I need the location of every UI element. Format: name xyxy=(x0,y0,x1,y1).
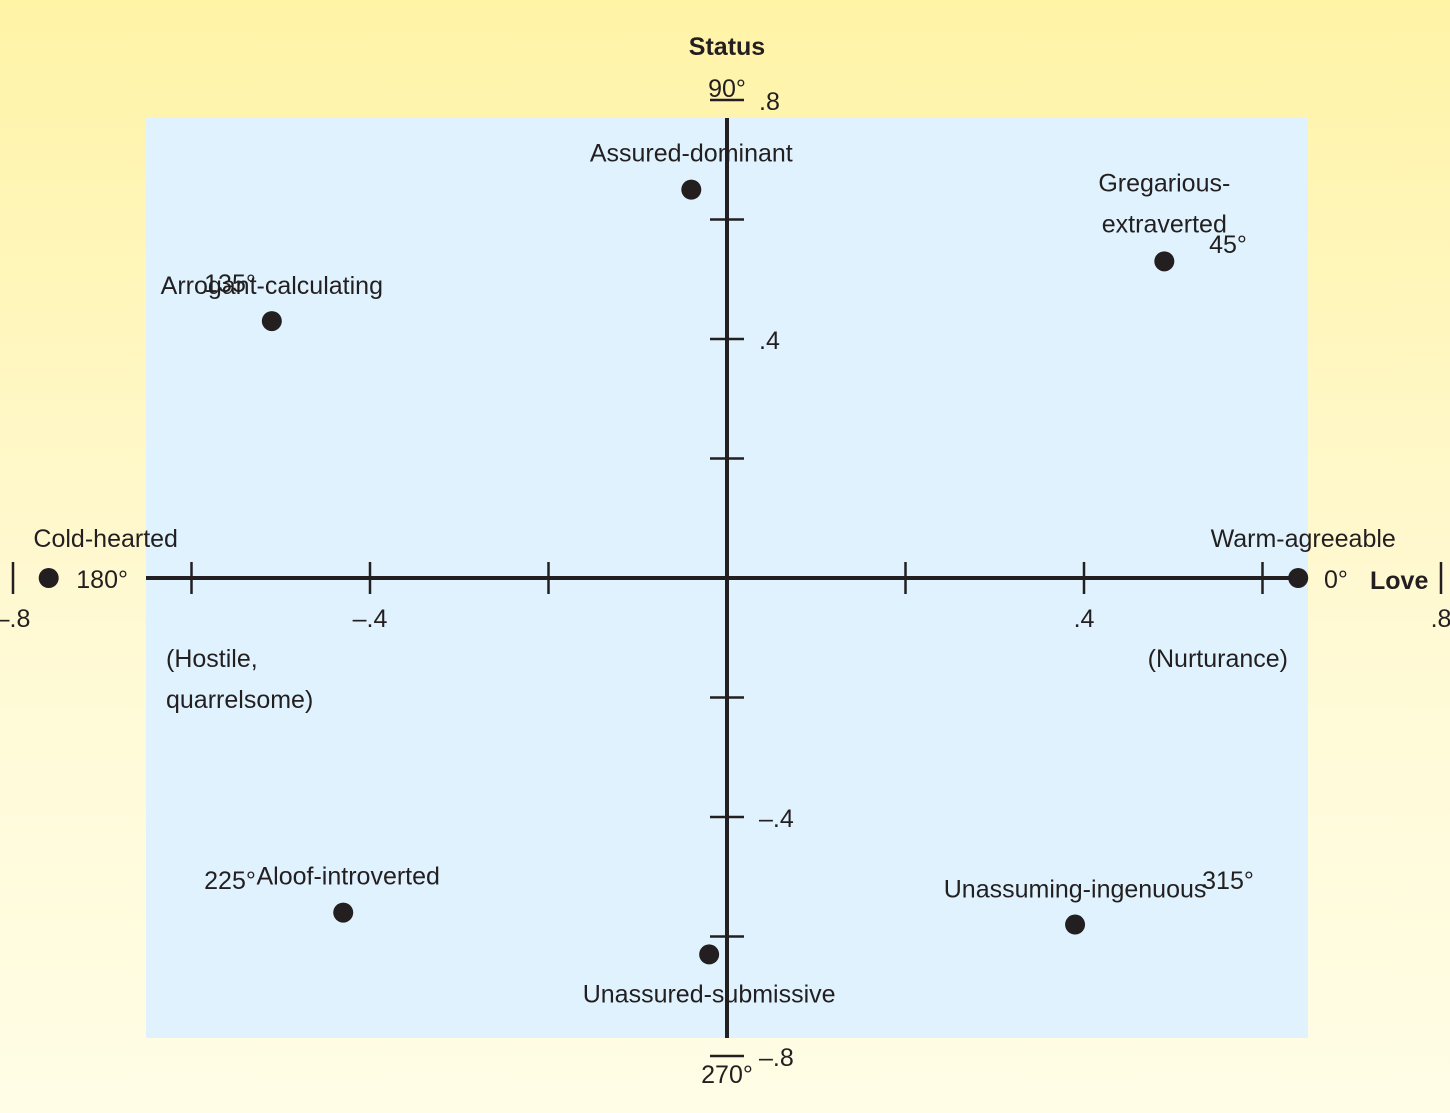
data-point-label: Gregarious- xyxy=(1098,169,1230,197)
angle-label-lower-left: 225° xyxy=(204,867,256,895)
x-tick-label: .8 xyxy=(1431,605,1450,633)
pole-note-left-line2: quarrelsome) xyxy=(166,686,313,714)
data-point xyxy=(38,568,59,588)
y-tick-label: .8 xyxy=(759,88,780,116)
angle-label-bottom: 270° xyxy=(701,1061,753,1089)
data-point-label: Warm-agreeable xyxy=(1211,525,1396,553)
data-point-label: extraverted xyxy=(1102,210,1227,238)
y-tick-label: .4 xyxy=(759,327,780,355)
data-point-label: Assured-dominant xyxy=(590,140,793,168)
x-tick-label: .4 xyxy=(1074,605,1095,633)
y-tick-label: –.8 xyxy=(759,1044,794,1072)
angle-label-upper-right: 45° xyxy=(1209,231,1247,259)
data-point xyxy=(1288,568,1309,588)
angle-label-right: 0° xyxy=(1324,566,1348,594)
data-point xyxy=(699,944,720,965)
angle-label-lower-right: 315° xyxy=(1202,867,1254,895)
data-point-label: Arrogant-calculating xyxy=(161,272,383,300)
data-point-label: Unassured-submissive xyxy=(583,980,836,1008)
data-point xyxy=(1154,251,1175,272)
data-point xyxy=(1065,914,1086,935)
pole-note-left-line1: (Hostile, xyxy=(166,645,258,673)
data-point-label: Aloof-introverted xyxy=(257,863,440,891)
data-point xyxy=(261,311,282,332)
data-point xyxy=(681,179,702,200)
data-point-label: Cold-hearted xyxy=(33,525,178,553)
x-tick-label: –.8 xyxy=(0,605,30,633)
x-axis-title: Love xyxy=(1370,567,1428,595)
pole-note-right: (Nurturance) xyxy=(1148,645,1288,673)
angle-label-upper-left: 135° xyxy=(204,270,256,298)
angle-label-top: 90° xyxy=(708,75,746,103)
x-tick-label: –.4 xyxy=(353,605,388,633)
y-axis-title: Status xyxy=(689,33,765,61)
y-tick-label: –.4 xyxy=(759,805,794,833)
angle-label-left: 180° xyxy=(76,566,128,594)
data-point-label: Unassuming-ingenuous xyxy=(944,876,1207,904)
data-point xyxy=(333,902,354,923)
